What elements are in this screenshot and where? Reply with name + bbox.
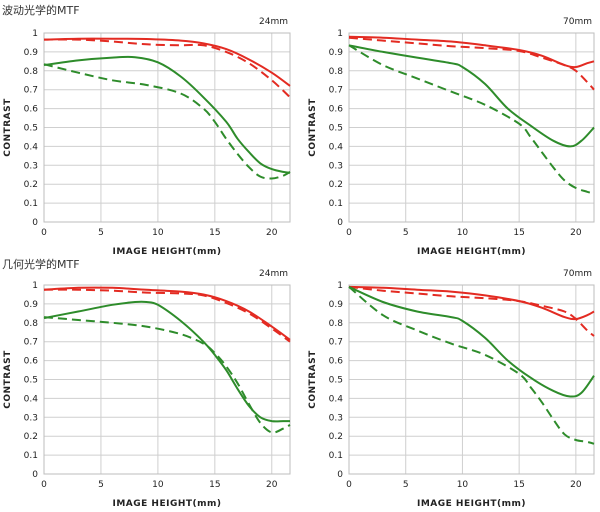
series-line-green-dashed [348,44,595,195]
series-line-red-dashed [348,36,595,91]
section-title-geometric: 几何光学的MTF [2,258,80,271]
y-tick-label: 0.2 [329,432,343,442]
y-tick-label: 0.5 [24,124,38,134]
series-line-red-solid [43,37,291,87]
series-line-green-dashed [348,286,595,445]
x-axis-label: IMAGE HEIGHT(mm) [417,499,526,509]
y-tick-label: 0.3 [24,413,38,423]
y-tick-label: 0.9 [329,300,344,310]
y-tick-label: 0 [337,218,343,228]
y-tick-label: 0.7 [329,86,343,96]
y-tick-label: 0.6 [329,357,344,367]
y-tick-label: 0.2 [24,432,38,442]
y-tick-label: 0.1 [329,199,343,209]
y-axis-label: CONTRAST [308,350,318,409]
y-axis-label: CONTRAST [3,98,13,157]
y-tick-label: 1 [32,281,38,291]
x-tick-label: 20 [570,228,582,238]
x-axis-label: IMAGE HEIGHT(mm) [112,499,221,509]
y-tick-label: 0.5 [329,376,343,386]
y-tick-label: 0.6 [24,105,39,115]
focal-length-label: 24mm [259,269,288,279]
y-tick-label: 0 [337,470,343,480]
y-tick-label: 0.2 [24,180,38,190]
mtf-chart-3: 00.10.20.30.40.50.60.70.80.910 5 10 15 20IMA… [308,269,595,509]
x-tick-label: 15 [209,480,220,490]
mtf-chart-2: 00.10.20.30.40.50.60.70.80.910 5 10 15 20IMA… [3,269,291,509]
x-tick-label: 10 [152,228,164,238]
y-tick-label: 0.1 [24,451,38,461]
x-tick-label: 5 [98,228,104,238]
y-tick-label: 1 [337,281,343,291]
x-tick-label: 10 [457,480,469,490]
y-axis-label: CONTRAST [3,350,13,409]
x-axis-label: IMAGE HEIGHT(mm) [417,247,526,257]
series-line-green-dashed [43,63,291,180]
y-tick-label: 0.6 [329,105,344,115]
x-tick-label: 0 [346,480,352,490]
series-line-green-solid [348,285,595,398]
y-tick-label: 0.7 [24,86,38,96]
y-tick-label: 0.5 [24,376,38,386]
y-tick-label: 0.1 [24,199,38,209]
series-line-red-dashed [348,285,595,337]
x-tick-label: 5 [403,228,409,238]
x-tick-label: 15 [209,228,220,238]
y-tick-label: 0.9 [24,48,39,58]
x-tick-label: 15 [513,228,524,238]
y-tick-label: 0.8 [329,67,344,77]
y-tick-label: 1 [32,29,38,39]
y-tick-label: 0.3 [329,161,343,171]
mtf-chart-0: 00.10.20.30.40.50.60.70.80.910 5 10 15 20IMA… [3,17,291,257]
y-tick-label: 0.7 [24,338,38,348]
y-tick-label: 0.9 [24,300,39,310]
series-line-green-solid [43,55,291,174]
y-tick-label: 1 [337,29,343,39]
y-tick-label: 0.4 [24,142,39,152]
x-tick-label: 15 [513,480,524,490]
y-tick-label: 0.1 [329,451,343,461]
series-line-green-solid [348,44,595,148]
y-tick-label: 0.4 [329,394,344,404]
x-tick-label: 20 [266,228,278,238]
x-tick-label: 5 [98,480,104,490]
mtf-chart-1: 00.10.20.30.40.50.60.70.80.910 5 10 15 20IMA… [308,17,595,257]
y-tick-label: 0.2 [329,180,343,190]
x-tick-label: 20 [266,480,278,490]
y-tick-label: 0.4 [24,394,39,404]
y-tick-label: 0.8 [329,319,344,329]
x-tick-label: 0 [41,228,47,238]
x-tick-label: 20 [570,480,582,490]
y-tick-label: 0 [32,218,38,228]
focal-length-label: 70mm [563,17,592,27]
y-tick-label: 0.7 [329,338,343,348]
x-tick-label: 5 [403,480,409,490]
section-title-wave: 波动光学的MTF [2,4,80,17]
y-tick-label: 0.9 [329,48,344,58]
x-axis-label: IMAGE HEIGHT(mm) [112,247,221,257]
plot-frame [43,284,291,475]
y-tick-label: 0.6 [24,357,39,367]
y-tick-label: 0.8 [24,319,39,329]
plot-frame [43,32,291,223]
y-tick-label: 0.3 [24,161,38,171]
y-tick-label: 0.3 [329,413,343,423]
focal-length-label: 70mm [563,269,592,279]
x-tick-label: 10 [457,228,469,238]
focal-length-label: 24mm [259,17,288,27]
x-tick-label: 0 [346,228,352,238]
y-tick-label: 0.5 [329,124,343,134]
y-tick-label: 0 [32,470,38,480]
y-axis-label: CONTRAST [308,98,318,157]
plot-frame [348,284,595,475]
y-tick-label: 0.4 [329,142,344,152]
series-line-red-dashed [43,38,291,99]
series-line-red-solid [43,286,291,341]
x-tick-label: 0 [41,480,47,490]
x-tick-label: 10 [152,480,164,490]
series-line-green-dashed [43,316,291,434]
y-tick-label: 0.8 [24,67,39,77]
series-line-red-dashed [43,288,291,343]
